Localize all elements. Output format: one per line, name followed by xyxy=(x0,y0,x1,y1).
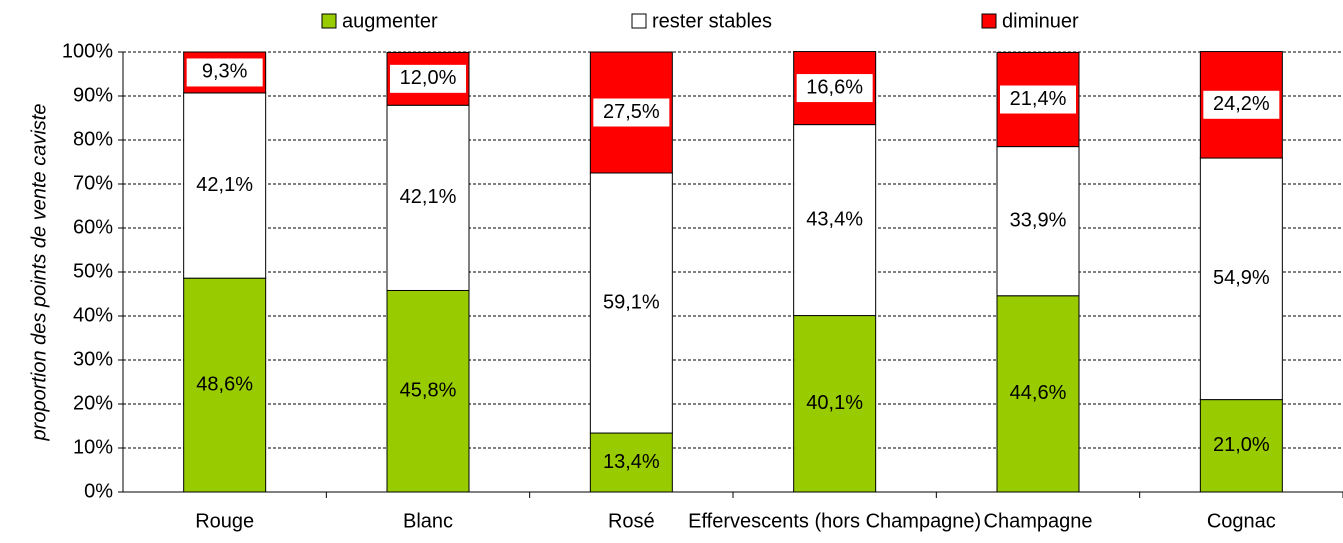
label-background xyxy=(1000,85,1076,114)
x-tick-label: Champagne xyxy=(984,510,1093,532)
bar-segment xyxy=(589,432,673,493)
legend-label: rester stables xyxy=(652,10,772,32)
label-background xyxy=(593,98,670,127)
y-tick-label: 0% xyxy=(84,480,113,502)
data-label: 44,6% xyxy=(1010,382,1067,404)
data-label: 42,1% xyxy=(400,186,457,208)
bar-segment xyxy=(793,124,877,317)
data-label: 42,1% xyxy=(196,174,253,196)
x-tick-label: Blanc xyxy=(403,510,453,532)
data-label: 27,5% xyxy=(603,101,660,123)
label-background xyxy=(390,64,466,93)
bar-segment xyxy=(996,146,1080,297)
y-tick-label: 30% xyxy=(73,348,113,370)
y-tick-label: 10% xyxy=(73,436,113,458)
legend-swatch xyxy=(631,13,647,29)
y-tick-label: 40% xyxy=(73,304,113,326)
data-label: 40,1% xyxy=(806,392,863,414)
legend-label: diminuer xyxy=(1002,10,1079,32)
bar-segment xyxy=(1199,399,1283,493)
data-label: 24,2% xyxy=(1213,93,1270,115)
bar-segment xyxy=(1199,157,1283,401)
data-label: 21,0% xyxy=(1213,434,1270,456)
y-tick-label: 80% xyxy=(73,128,113,150)
label-background xyxy=(796,74,873,103)
data-label: 21,4% xyxy=(1010,88,1067,110)
y-tick-label: 60% xyxy=(73,216,113,238)
y-tick-label: 90% xyxy=(73,84,113,106)
bar-segment xyxy=(589,172,673,434)
legend-label: augmenter xyxy=(342,10,438,32)
data-label: 12,0% xyxy=(400,67,457,89)
bar-segment xyxy=(996,295,1080,493)
data-label: 16,6% xyxy=(806,76,863,98)
x-tick-label: Rosé xyxy=(608,510,655,532)
label-background xyxy=(186,58,263,87)
x-tick-label: Cognac xyxy=(1207,510,1276,532)
legend-swatch xyxy=(981,13,997,29)
data-label: 59,1% xyxy=(603,291,660,313)
data-label: 45,8% xyxy=(400,380,457,402)
bar-segment xyxy=(793,315,877,493)
y-axis-label: proportion des points de vente caviste xyxy=(28,104,50,442)
data-label: 43,4% xyxy=(806,208,863,230)
y-tick-label: 70% xyxy=(73,172,113,194)
data-label: 9,3% xyxy=(202,61,248,83)
bar-segment xyxy=(386,104,470,291)
legend-swatch xyxy=(321,13,337,29)
data-label: 33,9% xyxy=(1010,209,1067,231)
y-tick-label: 100% xyxy=(62,40,113,62)
y-tick-label: 20% xyxy=(73,392,113,414)
y-tick-label: 50% xyxy=(73,260,113,282)
bar-segment xyxy=(386,289,470,493)
label-background xyxy=(1203,90,1280,119)
data-label: 48,6% xyxy=(196,373,253,395)
x-tick-label: Effervescents (hors Champagne) xyxy=(688,510,981,532)
data-label: 13,4% xyxy=(603,451,660,473)
x-tick-label: Rouge xyxy=(195,510,254,532)
data-label: 54,9% xyxy=(1213,267,1270,289)
